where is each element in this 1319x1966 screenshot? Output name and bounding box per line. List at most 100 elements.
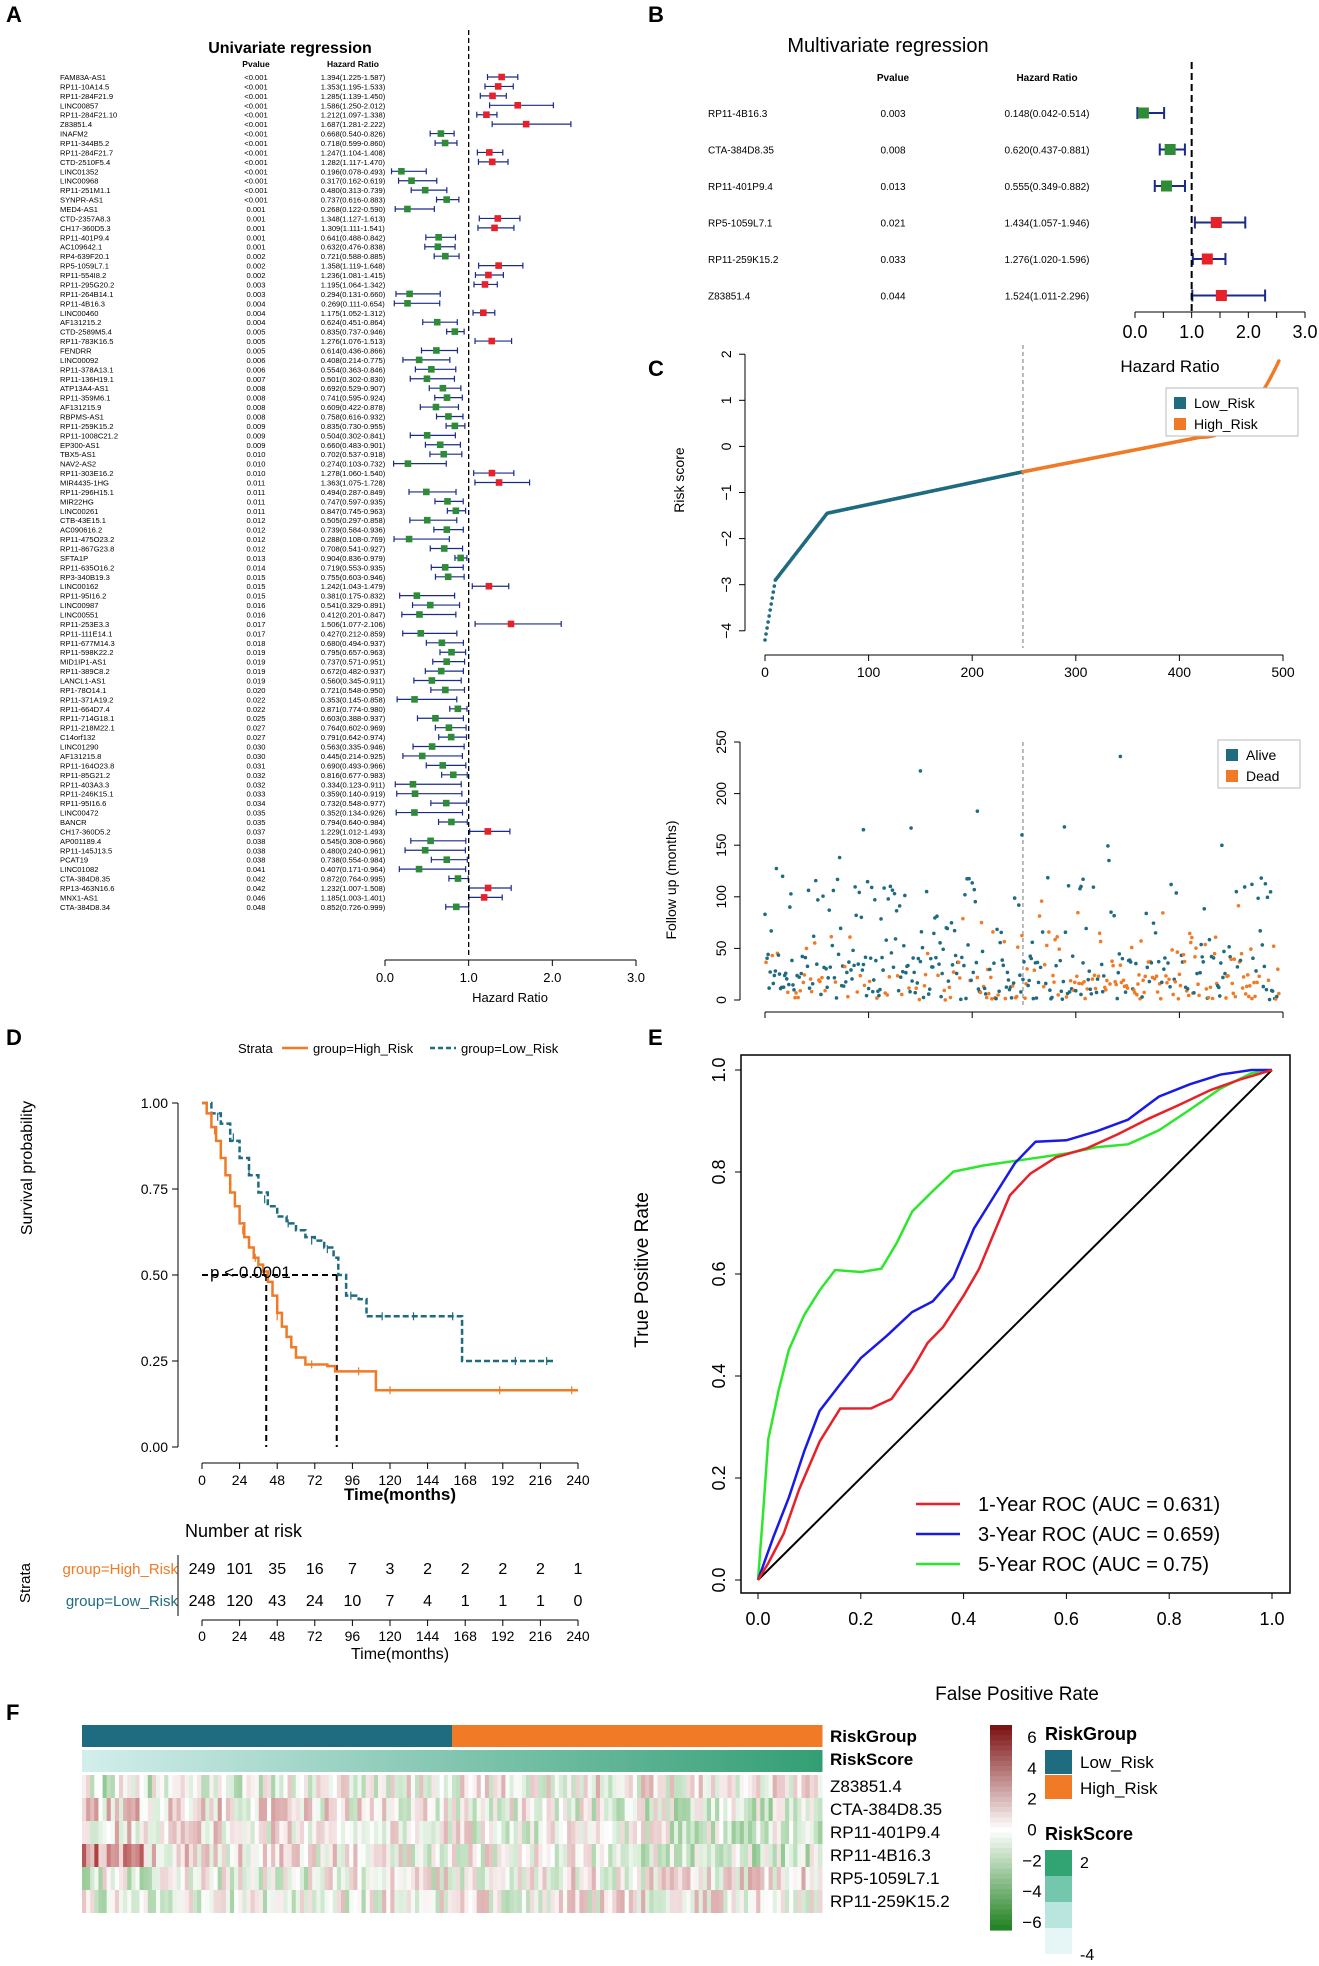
heatmap-cell	[180, 1775, 186, 1798]
heatmap-cell	[653, 1798, 659, 1821]
heatmap-riskgroup-cell	[772, 1725, 778, 1747]
heatmap-cell	[579, 1798, 585, 1821]
heatmap-cell	[464, 1867, 469, 1890]
risk-x-tick-label: 300	[1064, 664, 1088, 680]
heatmap-riskscore-cell	[452, 1750, 457, 1772]
panel-b-xlabel: Hazard Ratio	[1120, 357, 1219, 376]
followup-point	[1076, 910, 1080, 915]
followup-point	[1097, 931, 1102, 936]
heatmap-cell	[657, 1844, 663, 1867]
heatmap-cell	[460, 1821, 465, 1844]
heatmap-cell	[188, 1867, 194, 1890]
heatmap-cell	[776, 1821, 782, 1844]
heatmap-cell	[661, 1821, 667, 1844]
heatmap-cell	[645, 1775, 650, 1798]
heatmap-riskgroup-cell	[431, 1725, 437, 1747]
heatmap-cell	[378, 1798, 383, 1821]
heatmap-riskscore-cell	[86, 1750, 91, 1772]
heatmap-riskscore-cell	[637, 1750, 642, 1772]
followup-point	[1003, 996, 1008, 1001]
heatmap-cell	[583, 1821, 589, 1844]
heatmap-row-label: RP11-259K15.2	[830, 1892, 950, 1911]
heatmap-cell	[176, 1890, 182, 1913]
forest-a-point	[423, 432, 431, 439]
followup-point	[1043, 981, 1048, 986]
heatmap-cell	[632, 1775, 638, 1798]
heatmap-riskscore-cell	[419, 1750, 424, 1772]
forest-a-hr-text: 1.175(1.052-1.312)	[321, 309, 386, 318]
risk-point	[770, 596, 775, 600]
heatmap-cell	[410, 1775, 416, 1798]
heatmap-cell	[197, 1775, 202, 1798]
followup-point	[896, 988, 901, 993]
forest-b-hr-text: 1.524(1.011-2.296)	[1005, 292, 1089, 303]
followup-point	[902, 943, 906, 948]
heatmap-cell	[653, 1775, 659, 1798]
heatmap-riskscore-cell	[398, 1750, 404, 1772]
followup-point	[1243, 992, 1248, 996]
forest-a-hr-text: 0.408(0.214-0.775)	[321, 356, 386, 365]
followup-point	[971, 970, 976, 975]
followup-point	[841, 984, 846, 988]
heatmap-riskscore-cell	[369, 1750, 375, 1772]
followup-point	[834, 996, 839, 1000]
roc-x-tick-label: 1.0	[1259, 1609, 1284, 1629]
heatmap-riskgroup-cell	[513, 1725, 519, 1747]
forest-a-pvalue: 0.038	[246, 856, 265, 865]
followup-point	[781, 985, 786, 989]
heatmap-cell	[415, 1867, 420, 1890]
heatmap-riskgroup-cell	[415, 1725, 420, 1747]
heatmap-colorbar-segment	[990, 1863, 1012, 1870]
heatmap-cell	[201, 1867, 206, 1890]
heatmap-cell	[184, 1798, 190, 1821]
followup-point	[854, 913, 858, 918]
followup-point	[912, 970, 916, 975]
heatmap-cell	[238, 1890, 243, 1913]
followup-point	[884, 938, 889, 942]
followup-point	[798, 988, 803, 993]
risk-y-tick-label: −3	[718, 576, 734, 592]
followup-point	[875, 996, 879, 1000]
heatmap-cell	[423, 1844, 428, 1867]
forest-a-hr-text: 0.480(0.313-0.739)	[321, 186, 386, 195]
forest-a-gene-label: CTD-2357A8.3	[60, 214, 111, 223]
followup-point	[767, 986, 771, 990]
heatmap-riskscore-cell	[447, 1750, 453, 1772]
heatmap-cell	[456, 1867, 461, 1890]
heatmap-cell	[283, 1844, 289, 1867]
heatmap-cell	[271, 1844, 276, 1867]
forest-a-point	[421, 846, 429, 854]
heatmap-cell	[793, 1844, 798, 1867]
heatmap-cell	[119, 1890, 124, 1913]
legend-low-risk-label: Low_Risk	[1194, 395, 1256, 411]
heatmap-cell	[723, 1890, 728, 1913]
heatmap-cell	[193, 1867, 198, 1890]
heatmap-cell	[164, 1798, 169, 1821]
heatmap-cell	[731, 1798, 737, 1821]
followup-point	[960, 955, 964, 960]
followup-point	[1255, 980, 1259, 985]
heatmap-cell	[106, 1798, 112, 1821]
heatmap-cell	[669, 1775, 675, 1798]
followup-point	[996, 993, 1000, 997]
heatmap-cell	[341, 1890, 346, 1913]
heatmap-cell	[817, 1867, 823, 1890]
heatmap-riskscore-cell	[690, 1750, 696, 1772]
heatmap-cell	[410, 1821, 416, 1844]
heatmap-cell	[160, 1798, 165, 1821]
heatmap-riskgroup-cell	[657, 1725, 663, 1747]
heatmap-riskscore-cell	[304, 1750, 309, 1772]
legend-riskscore-swatch-3	[1045, 1902, 1072, 1928]
heatmap-cell	[501, 1867, 506, 1890]
heatmap-riskscore-cell	[493, 1750, 498, 1772]
heatmap-riskgroup-cell	[776, 1725, 782, 1747]
heatmap-cell	[624, 1775, 630, 1798]
followup-point	[823, 988, 827, 993]
forest-a-hr-text: 0.747(0.597-0.935)	[321, 497, 386, 506]
followup-point	[811, 934, 816, 939]
heatmap-cell	[283, 1798, 289, 1821]
forest-a-pvalue: 0.030	[246, 752, 265, 761]
forest-a-point	[483, 111, 490, 119]
heatmap-cell	[139, 1775, 145, 1798]
followup-point	[848, 935, 852, 939]
